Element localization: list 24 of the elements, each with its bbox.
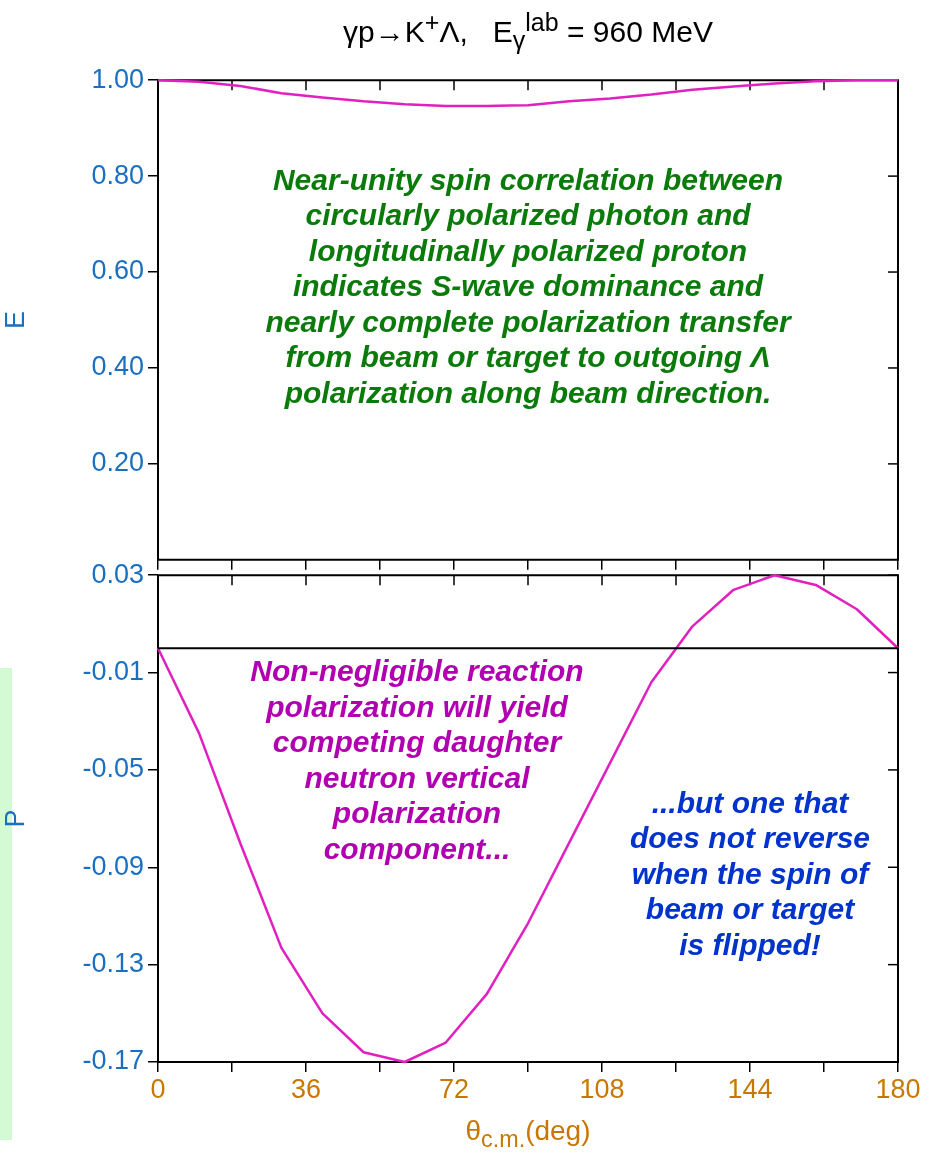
- annotation: Non-negligible reaction polarization will yield competing daughter neutron vertical polarization component...: [250, 654, 584, 865]
- y-axis-title: P: [0, 809, 30, 828]
- chart-title: γp→K$^{+}$Λ, E$_{γ}$$^{lab}$ = 960 MeV: [342, 8, 714, 55]
- y-tick-label: -0.09: [82, 850, 144, 881]
- x-tick-label: 108: [579, 1073, 625, 1104]
- y-tick-label: 0.03: [91, 558, 144, 589]
- annotation: ...but one that does not reverse when the spin of beam or target is flipped!: [629, 785, 872, 961]
- y-tick-label: -0.13: [82, 948, 144, 979]
- y-tick-label: 0.20: [91, 447, 144, 478]
- y-tick-label: 0.60: [91, 255, 144, 286]
- y-tick-label: -0.01: [82, 656, 144, 687]
- x-tick-label: 0: [150, 1073, 166, 1104]
- x-tick-label: 36: [290, 1073, 322, 1104]
- x-tick-label: 180: [875, 1073, 921, 1104]
- annotation: Near-unity spin correlation between circularly polarized photon and longitudinally polarized proton indicates S-wave dominance and nearly complete polarization transfer from beam or target to outgoing Λ polarization along beam direction.: [265, 162, 793, 409]
- y-tick-label: -0.05: [82, 753, 144, 784]
- x-tick-label: 72: [438, 1073, 470, 1104]
- y-tick-label: 1.00: [91, 63, 144, 94]
- y-tick-label: 0.80: [91, 159, 144, 190]
- x-tick-label: 144: [727, 1073, 773, 1104]
- x-axis-title: θ$_{c.m.}$(deg): [464, 1115, 592, 1153]
- y-axis-title: E: [0, 310, 30, 330]
- y-tick-label: 0.40: [91, 351, 144, 382]
- y-tick-label: -0.17: [82, 1045, 144, 1076]
